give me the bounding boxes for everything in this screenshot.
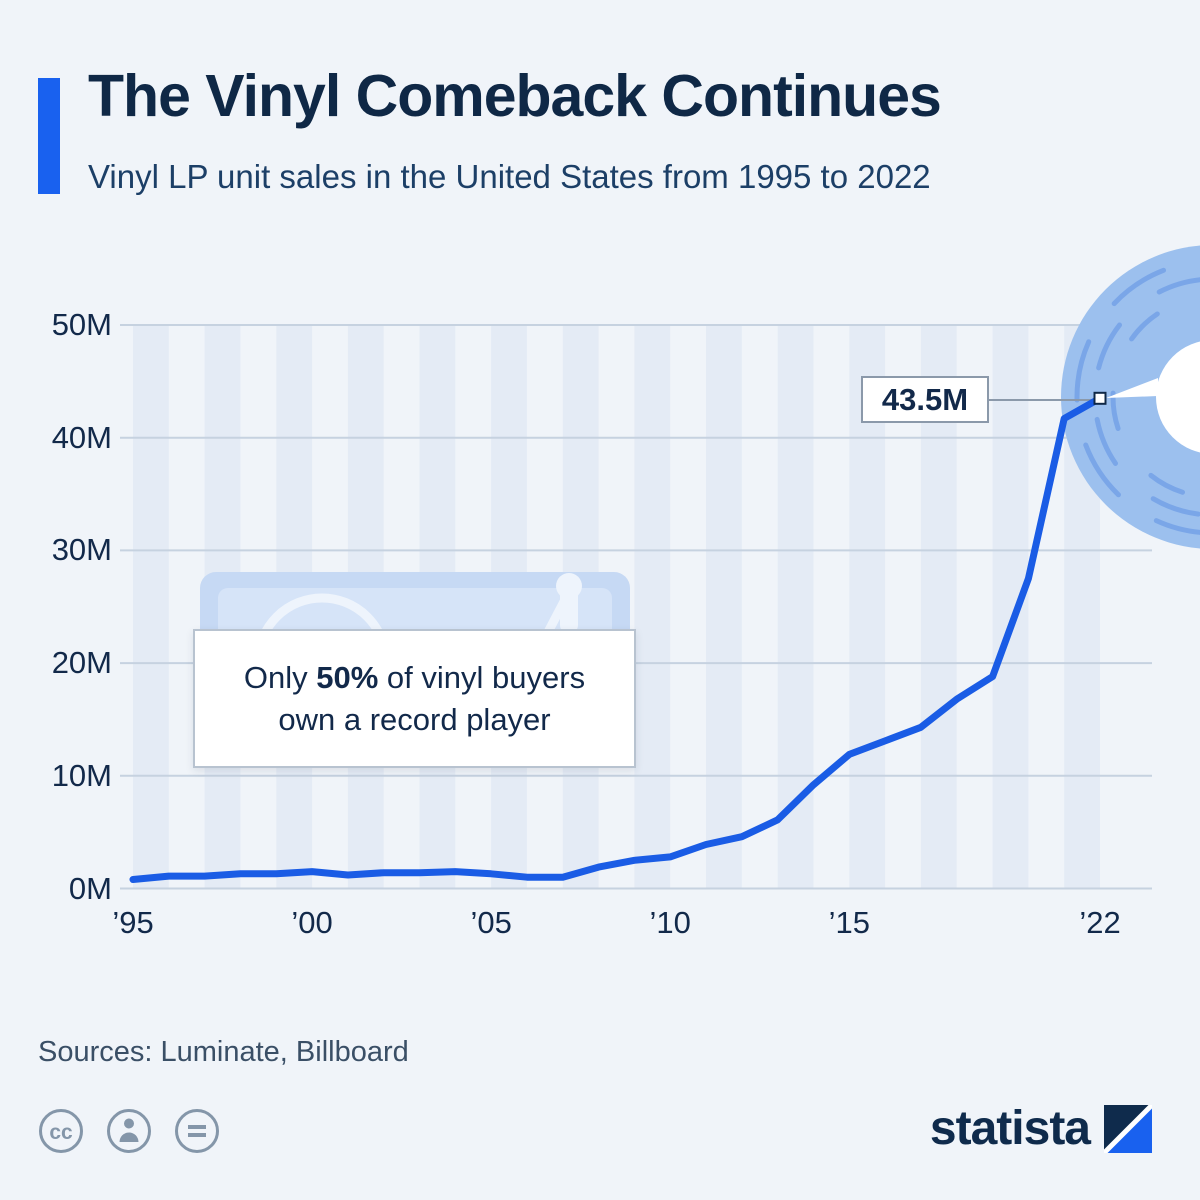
attribution-person-icon[interactable] (106, 1108, 152, 1154)
annotation-box: Only 50% of vinyl buyers own a record pl… (193, 629, 636, 768)
creative-commons-icon[interactable]: cc (38, 1108, 84, 1154)
page-subtitle: Vinyl LP unit sales in the United States… (88, 158, 931, 195)
annotation-line2: own a record player (278, 701, 551, 737)
annotation-highlight: 50% (316, 659, 379, 695)
equals-icon[interactable] (174, 1108, 220, 1154)
page-title: The Vinyl Comeback Continues (88, 63, 942, 129)
annotation-text: Only (243, 659, 317, 695)
sources-text: Sources: Luminate, Billboard (38, 1036, 409, 1068)
value-callout-label: 43.5M (881, 381, 969, 417)
annotation-line1: Only 50% of vinyl buyers (244, 657, 585, 699)
license-icons: cc (38, 1108, 220, 1154)
statista-wordmark: statista (929, 1102, 1091, 1155)
value-callout: 43.5M (861, 376, 989, 423)
statista-logo-mark (1104, 1104, 1152, 1153)
statista-logo[interactable]: statista (930, 1101, 1152, 1156)
title-accent-bar (38, 78, 60, 194)
vinyl-record-illustration (1061, 245, 1200, 549)
annotation-text: of vinyl buyers (378, 659, 586, 695)
svg-text:cc: cc (49, 1121, 73, 1144)
